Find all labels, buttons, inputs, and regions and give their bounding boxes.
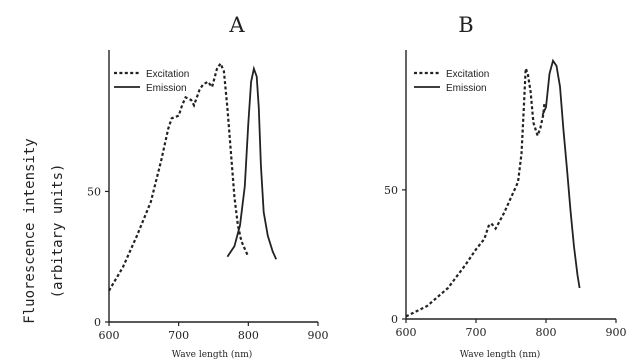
y-axis-label-line2: (arbitary units) <box>50 164 66 299</box>
legend-label-excitation: Excitation <box>146 69 189 80</box>
x-tick-label: 900 <box>308 329 329 342</box>
x-tick-label: 900 <box>606 326 627 339</box>
x-tick-label: 600 <box>99 329 120 342</box>
chart-panel-a: A 600 700 800 900 0 50 Wave length (nm) Excitati… <box>87 13 329 360</box>
x-tick-label: 800 <box>238 329 259 342</box>
y-tick-label: 0 <box>94 316 101 329</box>
x-tick-label: 600 <box>396 326 417 339</box>
series-line-emission <box>541 58 581 289</box>
panel-title: B <box>458 13 473 37</box>
legend-label-emission: Emission <box>446 83 487 94</box>
x-axis-label: Wave length (nm) <box>460 349 541 360</box>
y-tick-label: 0 <box>391 313 398 326</box>
x-tick-label: 800 <box>536 326 557 339</box>
axes <box>405 50 616 320</box>
y-tick-label: 50 <box>87 185 101 198</box>
series-line-excitation <box>405 68 546 318</box>
x-axis-label: Wave length (nm) <box>172 349 253 360</box>
axes <box>108 50 318 323</box>
panel-title: A <box>228 13 245 37</box>
x-tick-label: 700 <box>466 326 487 339</box>
x-tick-label: 700 <box>168 329 189 342</box>
series-line-emission <box>226 65 278 260</box>
series-line-excitation <box>108 61 250 292</box>
y-axis-label-line1: Fluorescence intensity <box>22 138 38 323</box>
legend-label-excitation: Excitation <box>446 69 489 80</box>
chart-panel-b: B 600 700 800 900 0 50 Wave length (nm) Excitati… <box>384 13 627 360</box>
legend-label-emission: Emission <box>146 83 187 94</box>
y-tick-label: 50 <box>384 184 398 197</box>
